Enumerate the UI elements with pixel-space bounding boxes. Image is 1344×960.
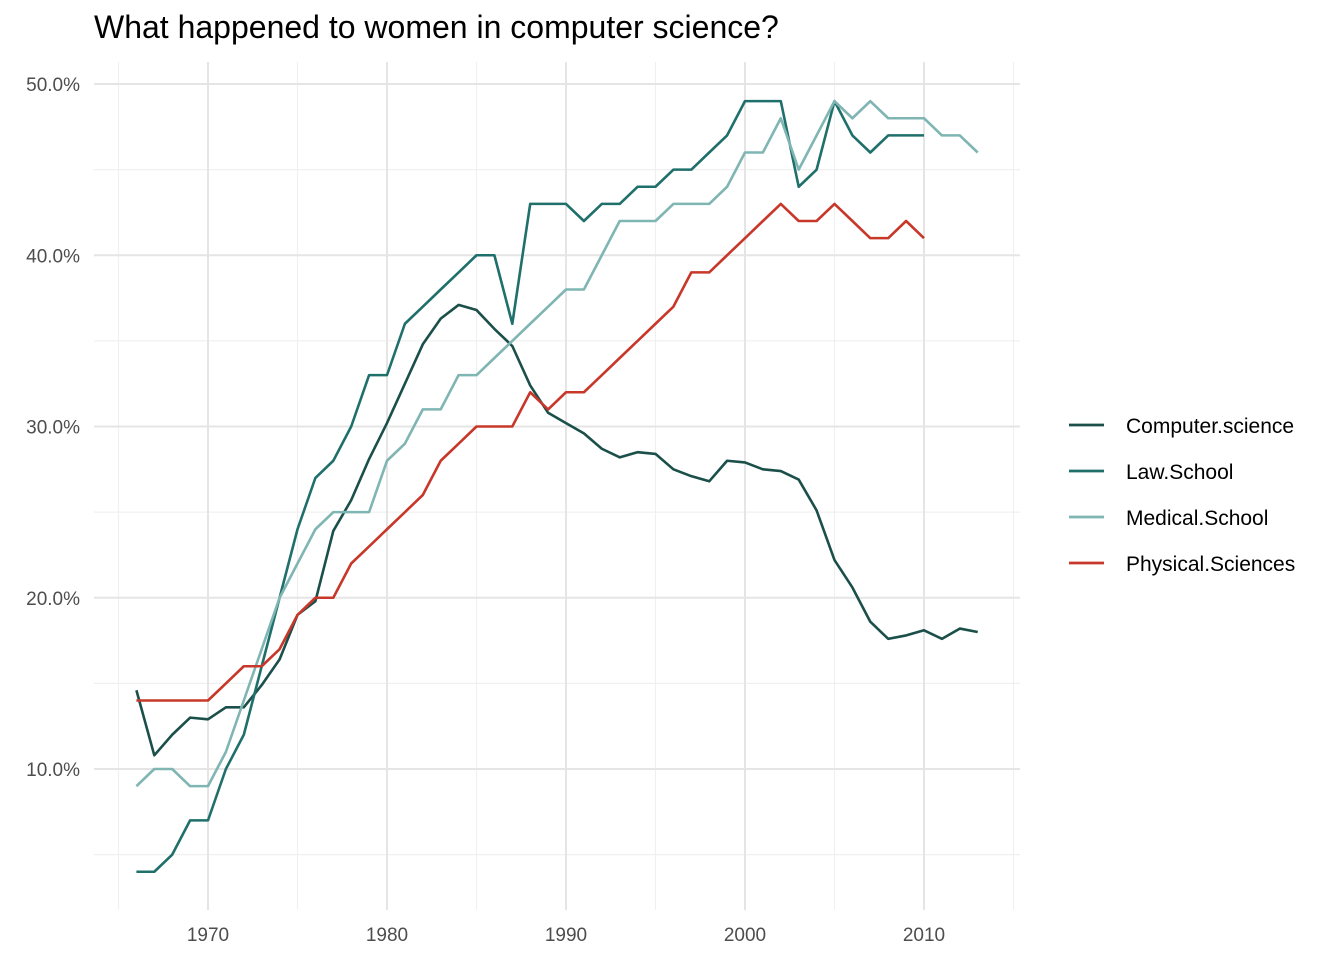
series-line-physical-sciences	[136, 202, 925, 702]
legend-label: Computer.science	[1126, 415, 1294, 438]
chart-title: What happened to women in computer scien…	[94, 9, 779, 45]
y-tick-label: 50.0%	[26, 75, 80, 96]
legend: Computer.science Law.School Medical.School…	[1069, 415, 1295, 576]
series-line-medical-school	[135, 99, 979, 788]
y-tick-label: 20.0%	[26, 589, 80, 610]
legend-item: Medical.School	[1069, 507, 1268, 530]
y-tick-label: 10.0%	[26, 760, 80, 781]
y-axis-ticks: 10.0% 20.0% 30.0% 40.0% 50.0%	[26, 75, 80, 781]
legend-label: Physical.Sciences	[1126, 553, 1295, 576]
series-line-law-school	[136, 99, 924, 874]
legend-label: Medical.School	[1126, 507, 1268, 530]
x-tick-label: 1980	[366, 925, 408, 946]
legend-item: Law.School	[1069, 461, 1233, 484]
y-tick-label: 30.0%	[26, 418, 80, 439]
y-tick-label: 40.0%	[26, 246, 80, 267]
series-line-computer-science	[135, 303, 978, 757]
x-tick-label: 1990	[545, 925, 587, 946]
x-axis-ticks: 1970 1980 1990 2000 2010	[187, 925, 945, 946]
x-tick-label: 2000	[724, 925, 766, 946]
x-tick-label: 1970	[187, 925, 229, 946]
x-tick-label: 2010	[903, 925, 945, 946]
series-lines	[135, 99, 979, 874]
legend-item: Computer.science	[1069, 415, 1294, 438]
grid	[94, 62, 1020, 910]
legend-item: Physical.Sciences	[1069, 553, 1295, 576]
legend-label: Law.School	[1126, 461, 1233, 484]
